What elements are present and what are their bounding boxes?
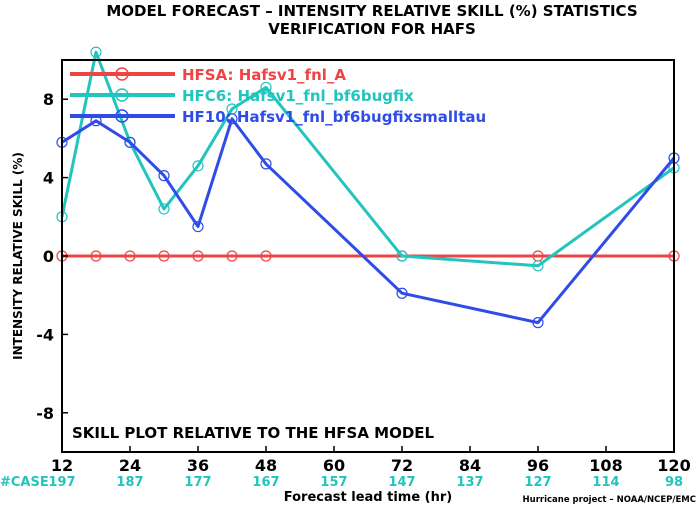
case-count: 98 xyxy=(665,475,683,490)
case-count: 167 xyxy=(252,475,279,490)
series-2-point xyxy=(260,81,272,94)
case-label: #CASE xyxy=(0,475,49,490)
y-axis-label: INTENSITY RELATIVE SKILL (%) xyxy=(11,152,25,360)
case-count: 127 xyxy=(524,475,551,490)
x-tick-label: 108 xyxy=(589,456,622,475)
y-tick-label: 4 xyxy=(43,169,54,188)
series-3-point xyxy=(158,170,170,182)
case-count: 187 xyxy=(116,475,143,490)
x-tick-label: 36 xyxy=(187,456,209,475)
y-tick-label: -4 xyxy=(36,325,54,344)
legend: HFSA: Hafsv1_fnl_A HFC6: Hafsv1_fnl_bf6bu… xyxy=(70,66,486,126)
series-1-point xyxy=(226,250,238,262)
series-1-point xyxy=(192,250,204,262)
legend-label-3: HF10: Hafsv1_fnl_bf6bugfixsmalltau xyxy=(182,108,486,126)
series-2-point xyxy=(90,46,102,58)
series-3-point xyxy=(226,113,238,125)
x-tick-label: 48 xyxy=(255,456,277,475)
x-tick-label: 72 xyxy=(391,456,413,475)
series-2-point xyxy=(158,203,170,215)
series-2-point xyxy=(396,250,408,262)
legend-marker-1 xyxy=(115,67,129,81)
case-counts: 197 187 177 167 157 147 137 127 114 98 xyxy=(48,475,683,490)
legend-label-1: HFSA: Hafsv1_fnl_A xyxy=(182,66,346,84)
series-3-point xyxy=(260,158,272,170)
credit-text: Hurricane project – NOAA/NCEP/EMC xyxy=(523,495,696,505)
case-count: 197 xyxy=(48,475,75,490)
y-tick-label: 8 xyxy=(43,90,54,109)
chart-title-line-1: MODEL FORECAST – INTENSITY RELATIVE SKIL… xyxy=(106,2,637,20)
series-1-point xyxy=(260,250,272,262)
series-layer xyxy=(56,46,680,329)
series-2-point xyxy=(532,260,544,272)
legend-label-2: HFC6: Hafsv1_fnl_bf6bugfix xyxy=(182,87,414,105)
y-tick-label: 0 xyxy=(43,247,54,266)
series-3-point xyxy=(192,221,204,233)
legend-marker-3 xyxy=(115,109,129,123)
series-1-point xyxy=(158,250,170,262)
x-axis-label: Forecast lead time (hr) xyxy=(284,490,452,505)
skill-annotation: SKILL PLOT RELATIVE TO THE HFSA MODEL xyxy=(72,424,435,442)
x-tick-label: 24 xyxy=(119,456,141,475)
series-3-point xyxy=(124,136,136,148)
series-line-3 xyxy=(61,117,676,325)
x-tick-label: 96 xyxy=(527,456,549,475)
chart-title-line-2: VERIFICATION FOR HAFS xyxy=(268,20,476,38)
legend-marker-2 xyxy=(115,88,129,102)
series-3-point xyxy=(532,317,544,329)
series-2-point xyxy=(192,160,204,172)
y-tick-label: -8 xyxy=(36,404,54,423)
series-1-point xyxy=(124,250,136,262)
series-1-point xyxy=(90,250,102,262)
case-count: 177 xyxy=(184,475,211,490)
x-tick-label: 12 xyxy=(51,456,73,475)
x-tick-label: 60 xyxy=(323,456,345,475)
case-count: 147 xyxy=(388,475,415,490)
x-tick-label: 120 xyxy=(657,456,690,475)
case-count: 137 xyxy=(456,475,483,490)
x-tick-label: 84 xyxy=(459,456,481,475)
series-line-2 xyxy=(60,50,675,268)
series-3-point xyxy=(396,287,408,299)
case-count: 157 xyxy=(320,475,347,490)
case-count: 114 xyxy=(592,475,619,490)
